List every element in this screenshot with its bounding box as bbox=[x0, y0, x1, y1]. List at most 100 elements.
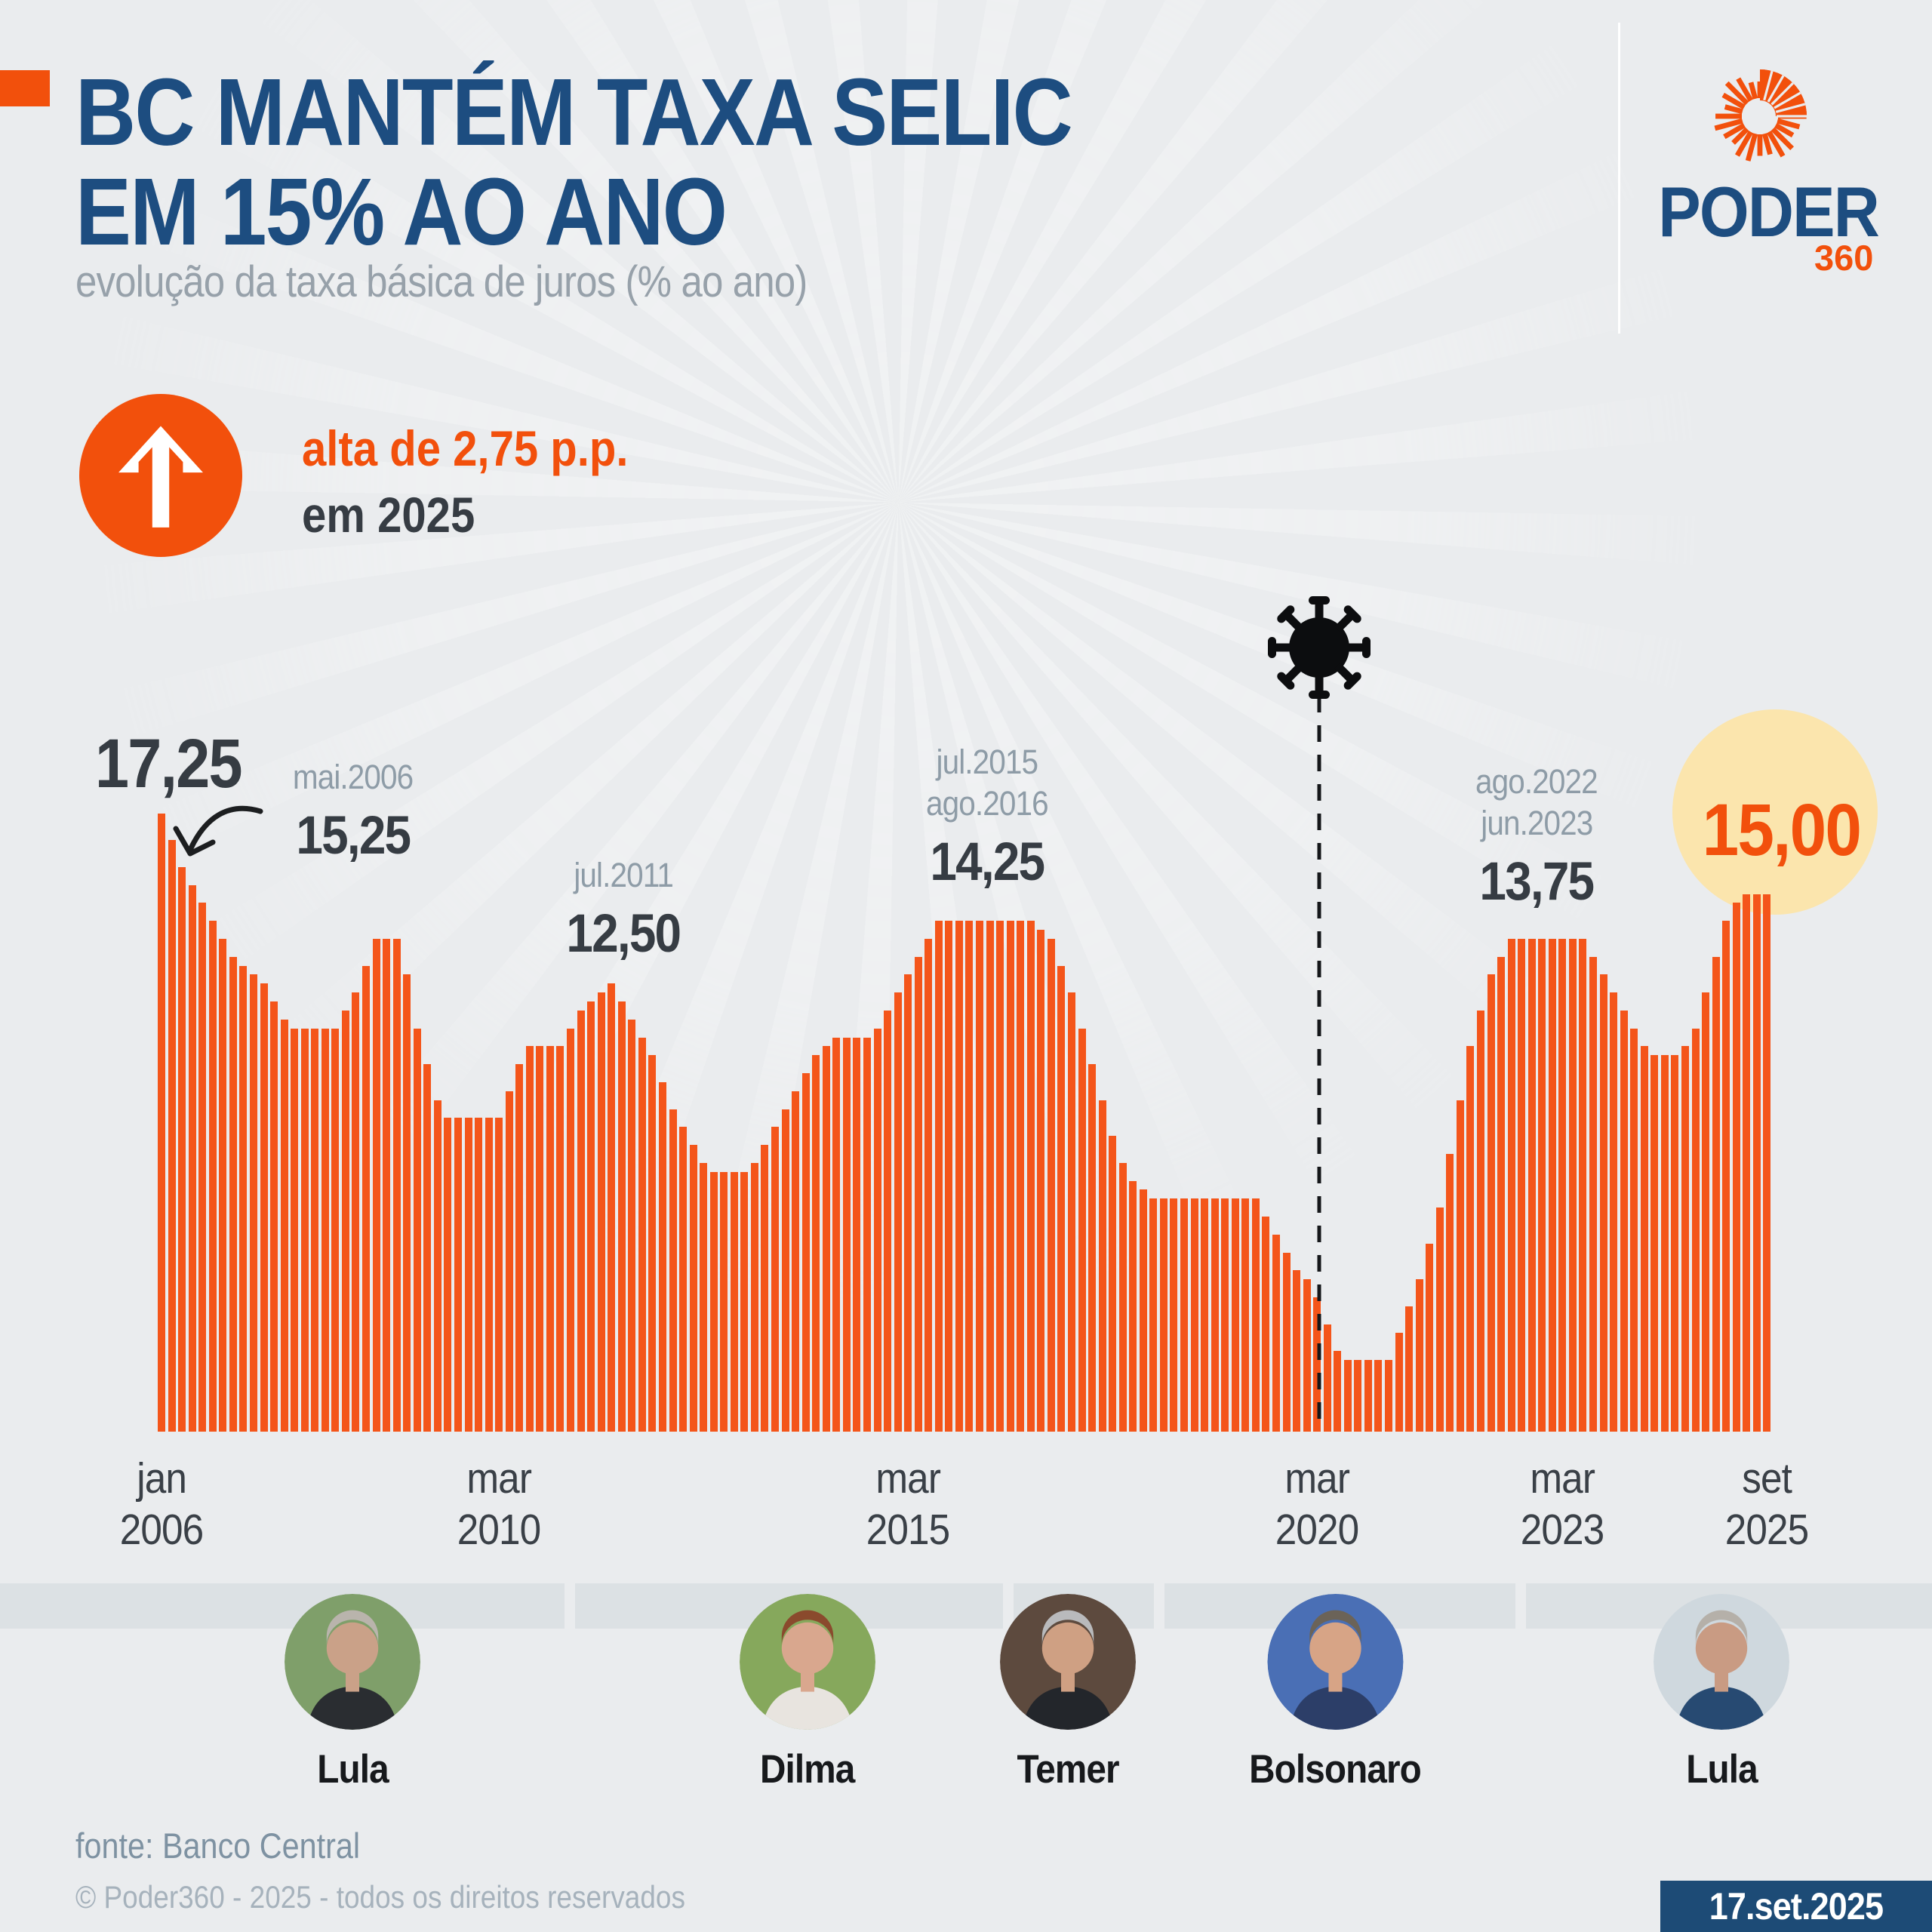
selic-bar bbox=[392, 938, 401, 1432]
president-item: Lula bbox=[1654, 1594, 1789, 1792]
selic-bar bbox=[689, 1145, 697, 1432]
annotation-2022-2023: ago.2022 jun.2023 13,75 bbox=[1416, 761, 1657, 912]
poder360-sunburst-icon bbox=[1703, 59, 1817, 174]
selic-bar bbox=[229, 956, 237, 1432]
annotation-current-value: 15,00 bbox=[1702, 789, 1861, 871]
selic-bar bbox=[863, 1037, 871, 1432]
annotation-mai-2006: mai.2006 15,25 bbox=[232, 756, 474, 866]
logo-divider bbox=[1618, 23, 1620, 334]
selic-bar bbox=[720, 1171, 728, 1432]
selic-bar bbox=[853, 1037, 861, 1432]
page-subtitle: evolução da taxa básica de juros (% ao a… bbox=[75, 257, 808, 306]
selic-bar bbox=[321, 1028, 329, 1432]
annotation-peak-2006: 17,25 bbox=[95, 725, 243, 802]
orange-tag bbox=[0, 70, 50, 106]
selic-bar bbox=[669, 1109, 677, 1432]
selic-bar bbox=[1026, 921, 1035, 1432]
selic-bar bbox=[1446, 1153, 1454, 1432]
selic-bar bbox=[485, 1118, 493, 1432]
selic-bar bbox=[1364, 1360, 1372, 1432]
selic-bar bbox=[1589, 956, 1597, 1432]
selic-bar bbox=[300, 1028, 309, 1432]
x-axis-tick: mar 2023 bbox=[1521, 1454, 1604, 1554]
selic-bar bbox=[628, 1019, 636, 1432]
selic-bar bbox=[792, 1091, 800, 1432]
selic-bar bbox=[546, 1046, 554, 1432]
selic-bar bbox=[608, 983, 616, 1432]
selic-bar bbox=[311, 1028, 319, 1432]
selic-bar bbox=[761, 1145, 769, 1432]
selic-bar bbox=[1426, 1243, 1434, 1432]
x-axis: jan 2006 mar 2010 mar 2015 mar 2020 mar 2023 set 20… bbox=[0, 1453, 1932, 1566]
selic-bar bbox=[413, 1028, 421, 1432]
selic-bar bbox=[587, 1001, 595, 1432]
selic-bar bbox=[801, 1073, 810, 1432]
selic-bar bbox=[444, 1118, 452, 1432]
selic-bar bbox=[495, 1118, 503, 1432]
selic-bar bbox=[352, 992, 360, 1432]
selic-bar bbox=[1241, 1198, 1250, 1432]
selic-bar bbox=[454, 1118, 462, 1432]
selic-bar bbox=[1712, 956, 1720, 1432]
annotation-value: 13,75 bbox=[1479, 852, 1595, 912]
selic-bar bbox=[700, 1162, 708, 1432]
current-value-halo bbox=[1672, 709, 1878, 915]
selic-bar bbox=[1610, 992, 1618, 1432]
selic-bar bbox=[1354, 1360, 1362, 1432]
selic-bar bbox=[1405, 1306, 1414, 1432]
selic-bar bbox=[1078, 1028, 1086, 1432]
selic-bar bbox=[1017, 921, 1025, 1432]
page-title-line1: BC MANTÉM TAXA SELIC bbox=[75, 59, 1073, 165]
selic-bar bbox=[239, 965, 248, 1432]
selic-bar bbox=[1129, 1180, 1137, 1432]
president-photo bbox=[1654, 1594, 1789, 1730]
selic-bar bbox=[372, 938, 380, 1432]
selic-bar bbox=[740, 1171, 749, 1432]
selic-bar bbox=[567, 1028, 574, 1432]
selic-bar bbox=[1630, 1028, 1638, 1432]
selic-bar bbox=[168, 840, 176, 1432]
selic-bar bbox=[1067, 992, 1075, 1432]
selic-bar bbox=[812, 1055, 820, 1432]
selic-bar bbox=[1558, 938, 1567, 1432]
selic-bar bbox=[1303, 1279, 1311, 1432]
selic-bar bbox=[1435, 1208, 1444, 1432]
selic-bar bbox=[894, 992, 902, 1432]
selic-bar bbox=[577, 1010, 585, 1432]
selic-bar bbox=[383, 938, 391, 1432]
annotation-2015-2016: jul.2015 ago.2016 14,25 bbox=[866, 741, 1108, 893]
selic-bar bbox=[679, 1127, 688, 1432]
selic-bar bbox=[1149, 1198, 1158, 1432]
selic-bar bbox=[1395, 1333, 1403, 1432]
selic-bar bbox=[1507, 938, 1515, 1432]
selic-bar bbox=[1006, 921, 1014, 1432]
page-title-line2: EM 15% AO ANO bbox=[75, 158, 728, 265]
selic-bar bbox=[341, 1010, 349, 1432]
selic-bar bbox=[1343, 1360, 1352, 1432]
selic-bar bbox=[362, 965, 370, 1432]
selic-bar bbox=[260, 983, 268, 1432]
selic-bar bbox=[464, 1118, 472, 1432]
president-name: Temer bbox=[1017, 1747, 1119, 1792]
selic-bar bbox=[291, 1028, 299, 1432]
selic-bar bbox=[1487, 974, 1495, 1432]
selic-bar bbox=[1385, 1360, 1392, 1432]
presidential-term-segment bbox=[0, 1583, 565, 1629]
selic-bar bbox=[249, 974, 257, 1432]
selic-bar bbox=[1702, 992, 1710, 1432]
highlight-change: alta de 2,75 p.p. bbox=[302, 420, 629, 476]
selic-bar bbox=[331, 1028, 340, 1432]
selic-bar bbox=[1251, 1198, 1260, 1432]
selic-bar bbox=[597, 992, 605, 1432]
selic-bar bbox=[904, 974, 912, 1432]
selic-bar bbox=[1691, 1028, 1700, 1432]
selic-bar bbox=[1722, 921, 1730, 1432]
x-axis-tick: jan 2006 bbox=[119, 1454, 204, 1554]
selic-bar bbox=[617, 1001, 626, 1432]
selic-bar bbox=[1118, 1162, 1127, 1432]
selic-bar bbox=[1579, 938, 1587, 1432]
annotation-value: 12,50 bbox=[566, 904, 682, 964]
selic-bar bbox=[709, 1171, 718, 1432]
selic-bar bbox=[771, 1127, 779, 1432]
selic-bar bbox=[1272, 1234, 1280, 1432]
